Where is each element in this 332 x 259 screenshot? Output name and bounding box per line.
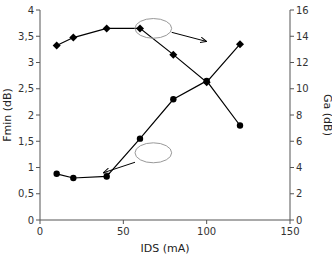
y2-tick [290,36,294,37]
y-tick [36,62,40,63]
y2-tick [290,88,294,89]
x-tick-label: 50 [117,226,130,237]
point-marker [170,96,176,102]
x-tick-label: 150 [280,226,299,237]
annotation-ellipse [135,19,172,39]
y2-tick-label: 2 [296,188,302,199]
x-tick-label: 100 [197,226,216,237]
y2-tick [290,220,294,221]
y-tick-label: 3 [28,57,34,68]
plot-area [53,19,244,182]
annotation-arrow [172,32,207,41]
y2-tick [290,115,294,116]
chart: 05010015000,511,522,533,540246810121416I… [0,0,332,259]
x-tick [40,220,41,224]
x-tick [123,220,124,224]
x-axis-line [40,220,290,221]
y2-tick-label: 12 [296,57,309,68]
annotation-arrow [103,162,135,173]
y2-axis-label: Ga (dB) [321,94,332,136]
y-tick [36,141,40,142]
point-marker [169,51,177,59]
y2-tick-label: 4 [296,162,302,173]
y2-tick-label: 14 [296,31,309,42]
y-tick-label: 2,5 [18,83,34,94]
point-marker [53,41,61,49]
point-marker [237,122,243,128]
y2-tick-label: 10 [296,83,309,94]
y2-tick [290,10,294,11]
point-marker [236,40,244,48]
point-marker [103,24,111,32]
y-tick [36,115,40,116]
y-tick [36,220,40,221]
series-line [57,81,240,178]
y-tick [36,10,40,11]
x-tick [206,220,207,224]
y-axis-label: Fmin (dB) [1,88,14,142]
y2-tick-label: 8 [296,110,302,121]
y-tick-label: 1 [28,162,34,173]
x-tick-label: 0 [37,226,43,237]
point-marker [203,78,211,86]
y-tick-label: 0,5 [18,188,34,199]
y-tick-label: 3,5 [18,31,34,42]
point-marker [53,171,59,177]
y-tick [36,36,40,37]
series-line [57,28,240,82]
y-tick-label: 1,5 [18,136,34,147]
y-tick [36,167,40,168]
point-marker [137,135,143,141]
y2-tick [290,141,294,142]
y-tick-label: 0 [28,215,34,226]
point-marker [69,34,77,42]
point-marker [70,175,76,181]
annotation-ellipse [135,143,172,163]
y-tick [36,88,40,89]
x-tick [290,220,291,224]
x-axis-label: IDS (mA) [140,242,189,255]
point-marker [103,173,109,179]
y-tick-label: 2 [28,110,34,121]
y2-tick [290,193,294,194]
y2-tick [290,62,294,63]
y2-tick-label: 0 [296,215,302,226]
y2-tick-label: 6 [296,136,302,147]
point-marker [136,24,144,32]
y2-tick [290,167,294,168]
y-tick-label: 4 [28,5,34,16]
y2-tick-label: 16 [296,5,309,16]
y-tick [36,193,40,194]
